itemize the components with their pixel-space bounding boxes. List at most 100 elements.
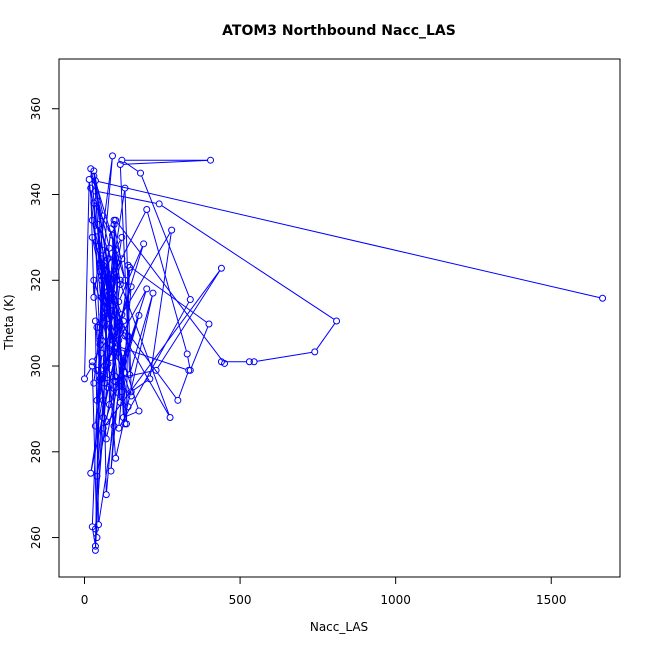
data-point <box>98 255 106 263</box>
data-point <box>121 332 129 340</box>
data-point <box>105 289 113 297</box>
data-point <box>250 358 258 366</box>
series-line-segment <box>157 270 221 369</box>
series-line-segment <box>91 253 104 524</box>
series-line-segment <box>110 356 123 469</box>
data-point <box>311 348 319 356</box>
data-point <box>105 315 113 323</box>
data-point <box>127 392 135 400</box>
x-tick-label: 500 <box>229 593 252 607</box>
data-point <box>221 359 229 367</box>
data-point <box>116 281 124 289</box>
data-point <box>109 302 117 310</box>
data-point <box>183 350 191 358</box>
data-point <box>137 169 145 177</box>
data-point <box>118 255 126 263</box>
series-line-segment <box>119 301 190 426</box>
data-point <box>91 317 99 325</box>
series-line-segment <box>133 380 148 391</box>
data-point <box>112 383 120 391</box>
series-line-segment <box>129 295 153 372</box>
data-point <box>102 435 110 443</box>
data-point <box>109 231 117 239</box>
data-point <box>98 349 106 357</box>
data-point <box>105 285 113 293</box>
data-point <box>96 341 104 349</box>
series-line-segment <box>98 248 111 308</box>
data-point <box>143 285 151 293</box>
series-line-segment <box>123 159 208 165</box>
data-point <box>109 336 117 344</box>
series-line-segment <box>85 368 92 377</box>
y-tick-label: 360 <box>29 97 43 120</box>
data-point <box>185 366 193 374</box>
data-point <box>110 216 118 224</box>
data-point <box>124 261 132 269</box>
y-tick-label: 300 <box>29 355 43 378</box>
data-point <box>149 289 157 297</box>
data-point <box>90 379 98 387</box>
series-line-segment <box>103 317 131 394</box>
y-tick-label: 320 <box>29 269 43 292</box>
data-point <box>95 242 103 250</box>
series-line-segment <box>93 173 104 214</box>
series-layer <box>81 152 607 554</box>
data-point <box>88 523 96 531</box>
data-point <box>119 413 127 421</box>
data-point <box>119 317 127 325</box>
data-point <box>107 225 115 233</box>
data-point <box>105 401 113 409</box>
data-point <box>135 407 143 415</box>
data-point <box>102 491 110 499</box>
data-point <box>118 311 126 319</box>
data-point <box>333 317 341 325</box>
data-point <box>81 375 89 383</box>
y-axis-label: Theta (K) <box>2 294 16 350</box>
data-point <box>93 396 101 404</box>
data-point <box>99 424 107 432</box>
data-point <box>99 246 107 254</box>
series-line-segment <box>316 323 336 350</box>
data-point <box>599 294 607 302</box>
series-line-segment <box>187 356 191 368</box>
series-line-segment <box>256 351 312 362</box>
series-line-segment <box>98 180 600 299</box>
series-line-segment <box>102 253 116 374</box>
data-point <box>112 268 120 276</box>
series-line-segment <box>90 190 98 229</box>
data-point <box>127 388 135 396</box>
series-line-segment <box>122 232 171 313</box>
data-point <box>166 413 174 421</box>
series-line-segment <box>118 289 132 426</box>
data-point <box>207 156 215 164</box>
data-point <box>93 197 101 205</box>
series-line-segment <box>161 205 335 320</box>
series-line-segment <box>99 371 112 380</box>
series-line-segment <box>116 261 121 270</box>
series-line-segment <box>147 212 187 352</box>
data-point <box>96 336 104 344</box>
data-point <box>205 320 213 328</box>
data-point <box>99 319 107 327</box>
y-tick-label: 340 <box>29 183 43 206</box>
data-point <box>121 184 129 192</box>
data-point <box>98 276 106 284</box>
data-point <box>115 424 123 432</box>
data-point <box>168 226 176 234</box>
data-point <box>123 420 131 428</box>
data-point <box>109 152 117 160</box>
x-tick-label: 0 <box>81 593 89 607</box>
data-point <box>118 233 126 241</box>
series-line-segment <box>124 161 139 172</box>
data-point <box>90 293 98 301</box>
series-line-segment <box>98 248 113 342</box>
data-point <box>126 263 134 271</box>
data-point <box>104 383 112 391</box>
data-point <box>118 156 126 164</box>
series-line-segment <box>103 325 111 355</box>
series-line-segment <box>126 268 129 421</box>
data-point <box>118 349 126 357</box>
data-point <box>85 175 93 183</box>
data-point <box>88 362 96 370</box>
